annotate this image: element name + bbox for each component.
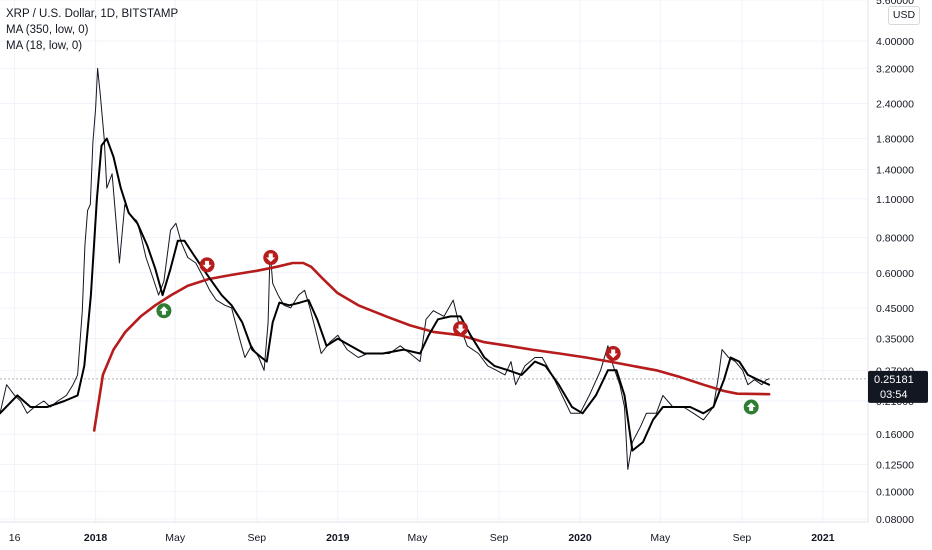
y-tick-label: 1.80000 bbox=[876, 134, 914, 146]
time-axis-labels: 16 2018 May Sep 2019 May Sep 2020 May Sep 2021 bbox=[9, 532, 835, 544]
sell-signal-icon bbox=[199, 257, 215, 273]
x-tick-label: 2020 bbox=[568, 532, 592, 544]
sell-signal-icon bbox=[605, 345, 621, 361]
y-tick-label: 0.60000 bbox=[876, 268, 914, 280]
ma18-series-line bbox=[0, 137, 771, 452]
x-tick-label: 2021 bbox=[811, 532, 835, 544]
x-tick-label: May bbox=[165, 532, 186, 544]
x-tick-label: May bbox=[407, 532, 428, 544]
y-tick-label: 0.35000 bbox=[876, 334, 914, 346]
y-tick-label: 2.40000 bbox=[876, 98, 914, 110]
signal-arrow bbox=[202, 260, 212, 270]
y-tick-label: 4.00000 bbox=[876, 36, 914, 48]
chart-grid bbox=[0, 0, 868, 522]
last-price-tag: 0.25181 03:54 bbox=[868, 370, 928, 403]
x-tick-label: Sep bbox=[247, 532, 266, 544]
sell-signal-icon bbox=[453, 321, 469, 337]
x-tick-label: Sep bbox=[733, 532, 752, 544]
x-tick-label: May bbox=[650, 532, 671, 544]
signal-arrow bbox=[746, 402, 756, 411]
signal-arrow bbox=[159, 306, 169, 315]
y-tick-label: 0.80000 bbox=[876, 233, 914, 245]
y-tick-label: 3.20000 bbox=[876, 63, 914, 75]
y-tick-label: 0.08000 bbox=[876, 514, 914, 526]
y-tick-label: 0.45000 bbox=[876, 303, 914, 315]
x-tick-label: 16 bbox=[9, 532, 21, 544]
x-tick-label: 2019 bbox=[326, 532, 350, 544]
symbol-title: XRP / U.S. Dollar, 1D, BITSTAMP bbox=[6, 8, 179, 20]
signal-arrow bbox=[608, 349, 618, 358]
time-axis-panel[interactable] bbox=[0, 522, 868, 550]
buy-signal-icon bbox=[156, 303, 172, 319]
ma18-legend-label: MA (18, low, 0) bbox=[6, 40, 83, 52]
ma350-series-line bbox=[92, 261, 771, 432]
y-tick-label: 0.10000 bbox=[876, 487, 914, 499]
marker-layer bbox=[156, 250, 759, 415]
signal-arrow bbox=[266, 253, 276, 263]
bar-countdown: 03:54 bbox=[880, 389, 908, 401]
y-tick-label: 0.16000 bbox=[876, 429, 914, 441]
y-tick-label: 1.40000 bbox=[876, 164, 914, 176]
chart-legend: XRP / U.S. Dollar, 1D, BITSTAMP MA (350,… bbox=[6, 6, 178, 54]
series-layer bbox=[0, 67, 771, 470]
ma350-legend-label: MA (350, low, 0) bbox=[6, 24, 89, 36]
y-tick-label: 1.10000 bbox=[876, 194, 914, 206]
y-tick-label: 5.60000 bbox=[876, 0, 914, 7]
currency-button[interactable]: USD bbox=[888, 6, 920, 25]
price-axis-panel[interactable] bbox=[868, 0, 932, 550]
price-tag-bg bbox=[868, 370, 928, 403]
x-tick-label: 2018 bbox=[84, 532, 108, 544]
sell-signal-icon bbox=[263, 250, 279, 266]
price-axis-labels: 5.60000 4.00000 3.20000 2.40000 1.80000 1.400… bbox=[876, 0, 914, 526]
y-tick-label: 0.12500 bbox=[876, 459, 914, 471]
signal-arrow bbox=[456, 324, 466, 334]
buy-signal-icon bbox=[743, 399, 759, 415]
price-series-line bbox=[0, 67, 770, 470]
last-price-value: 0.25181 bbox=[874, 374, 914, 386]
x-tick-label: Sep bbox=[490, 532, 509, 544]
